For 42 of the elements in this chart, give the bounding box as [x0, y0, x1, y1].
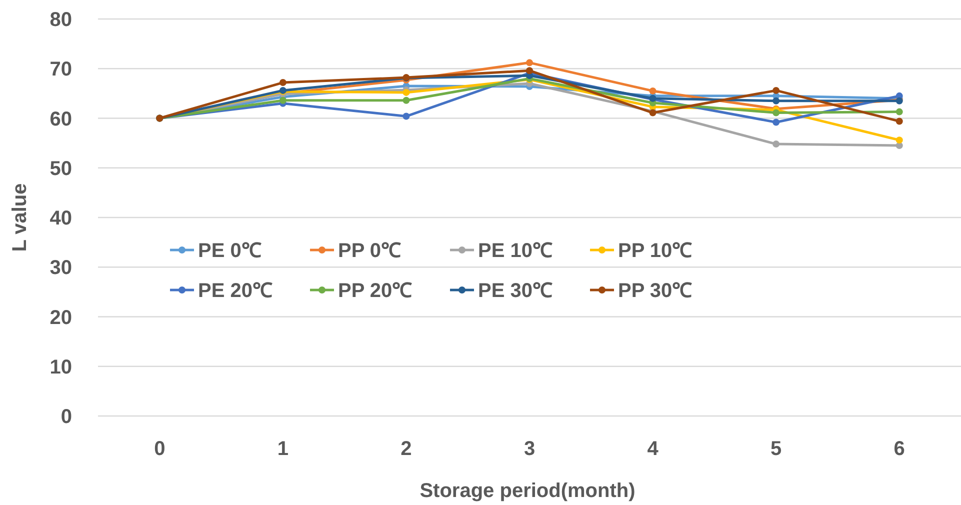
legend-label: PE 0℃ — [198, 240, 262, 262]
legend-label: PP 10℃ — [618, 240, 692, 262]
point — [896, 136, 903, 144]
y-axis-title: L value — [9, 183, 31, 252]
y-tick-label: 0 — [60, 406, 72, 428]
legend-label: PP 20℃ — [338, 280, 412, 302]
y-tick-label: 60 — [50, 108, 72, 130]
x-tick-label: 6 — [894, 438, 905, 460]
y-tick-label: 80 — [50, 9, 72, 31]
point — [772, 140, 780, 148]
point — [279, 79, 286, 86]
x-tick-label: 5 — [770, 438, 782, 460]
legend-label: PE 10℃ — [478, 240, 552, 262]
y-tick-label: 70 — [50, 58, 72, 81]
point — [402, 88, 410, 96]
x-axis-title: Storage period(month) — [420, 480, 636, 502]
point — [896, 108, 903, 116]
x-tick-label: 0 — [154, 438, 166, 460]
x-tick-label: 2 — [400, 438, 412, 460]
legend-label: PE 30℃ — [478, 280, 552, 302]
point — [772, 86, 780, 94]
point — [649, 87, 656, 94]
y-tick-label: 50 — [50, 158, 72, 180]
x-tick-label: 1 — [277, 438, 288, 460]
y-tick-label: 20 — [50, 306, 72, 329]
y-tick-label: 10 — [50, 356, 72, 378]
point — [402, 96, 410, 104]
point — [402, 112, 410, 120]
point — [772, 118, 780, 126]
x-tick-label: 3 — [524, 438, 536, 460]
point — [896, 118, 903, 125]
x-tick-label: 4 — [647, 438, 660, 460]
legend-label: PE 20℃ — [198, 280, 272, 302]
legend-label: PP 0℃ — [338, 240, 401, 262]
y-tick-label: 40 — [50, 208, 72, 230]
legend-label: PP 30℃ — [618, 280, 692, 302]
point — [526, 67, 533, 74]
y-tick-label: 30 — [50, 257, 72, 280]
point — [772, 109, 780, 116]
point — [772, 97, 780, 104]
point — [526, 59, 533, 66]
point — [279, 96, 286, 104]
